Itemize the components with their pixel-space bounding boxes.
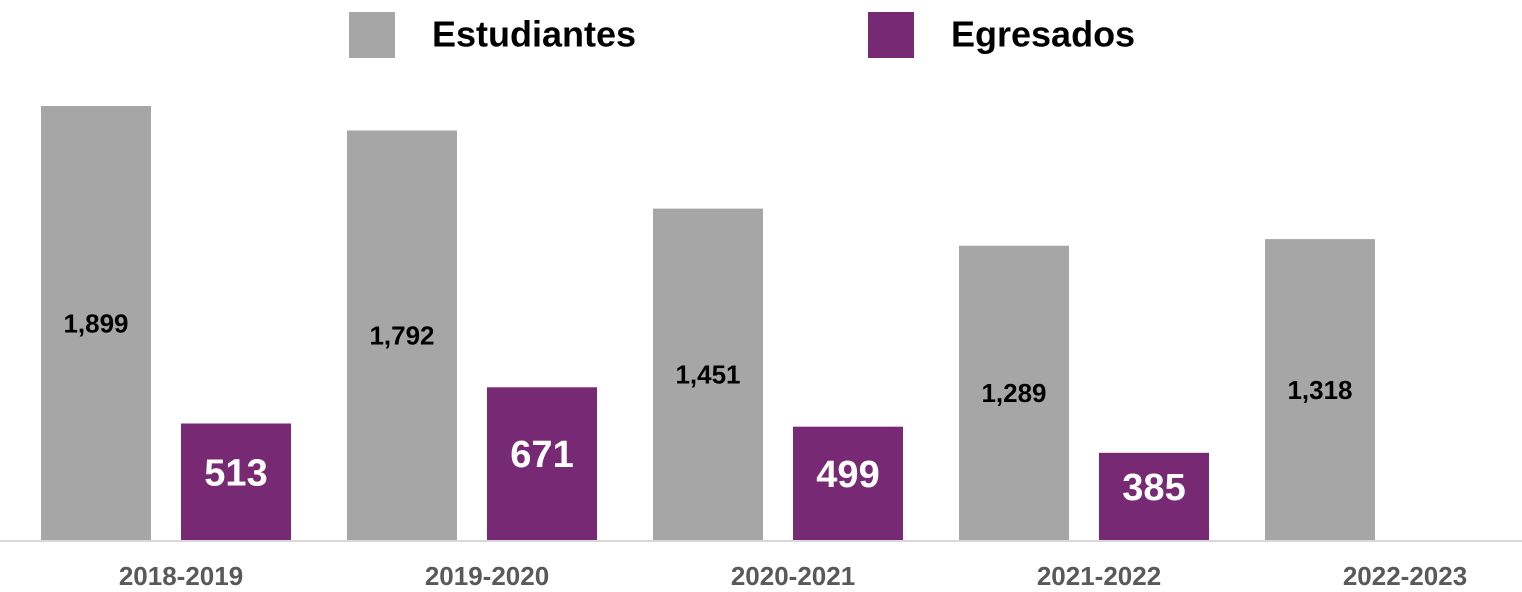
legend-label: Egresados [951,14,1135,55]
data-label: 1,318 [1287,375,1352,405]
bar [1099,452,1209,541]
bar [41,106,151,541]
x-tick-label: 2018-2019 [119,561,243,591]
bar [959,245,1069,541]
data-label: 1,792 [369,321,434,351]
bar [793,426,903,541]
x-tick-label: 2022-2023 [1343,561,1467,591]
data-label: 1,451 [675,360,740,390]
bar [347,130,457,542]
bar [487,387,597,541]
x-tick-label: 2021-2022 [1037,561,1161,591]
legend-swatch [349,12,395,58]
legend-label: Estudiantes [432,14,636,55]
x-tick-label: 2019-2020 [425,561,549,591]
data-label: 513 [204,452,267,494]
data-label: 499 [816,454,879,496]
data-label: 1,899 [63,308,128,338]
x-tick-label: 2020-2021 [731,561,855,591]
data-label: 671 [510,434,573,476]
bar [1265,239,1375,541]
data-label: 385 [1122,467,1185,509]
bar [181,423,291,541]
bar [653,208,763,541]
data-label: 1,289 [981,378,1046,408]
legend-swatch [868,12,914,58]
